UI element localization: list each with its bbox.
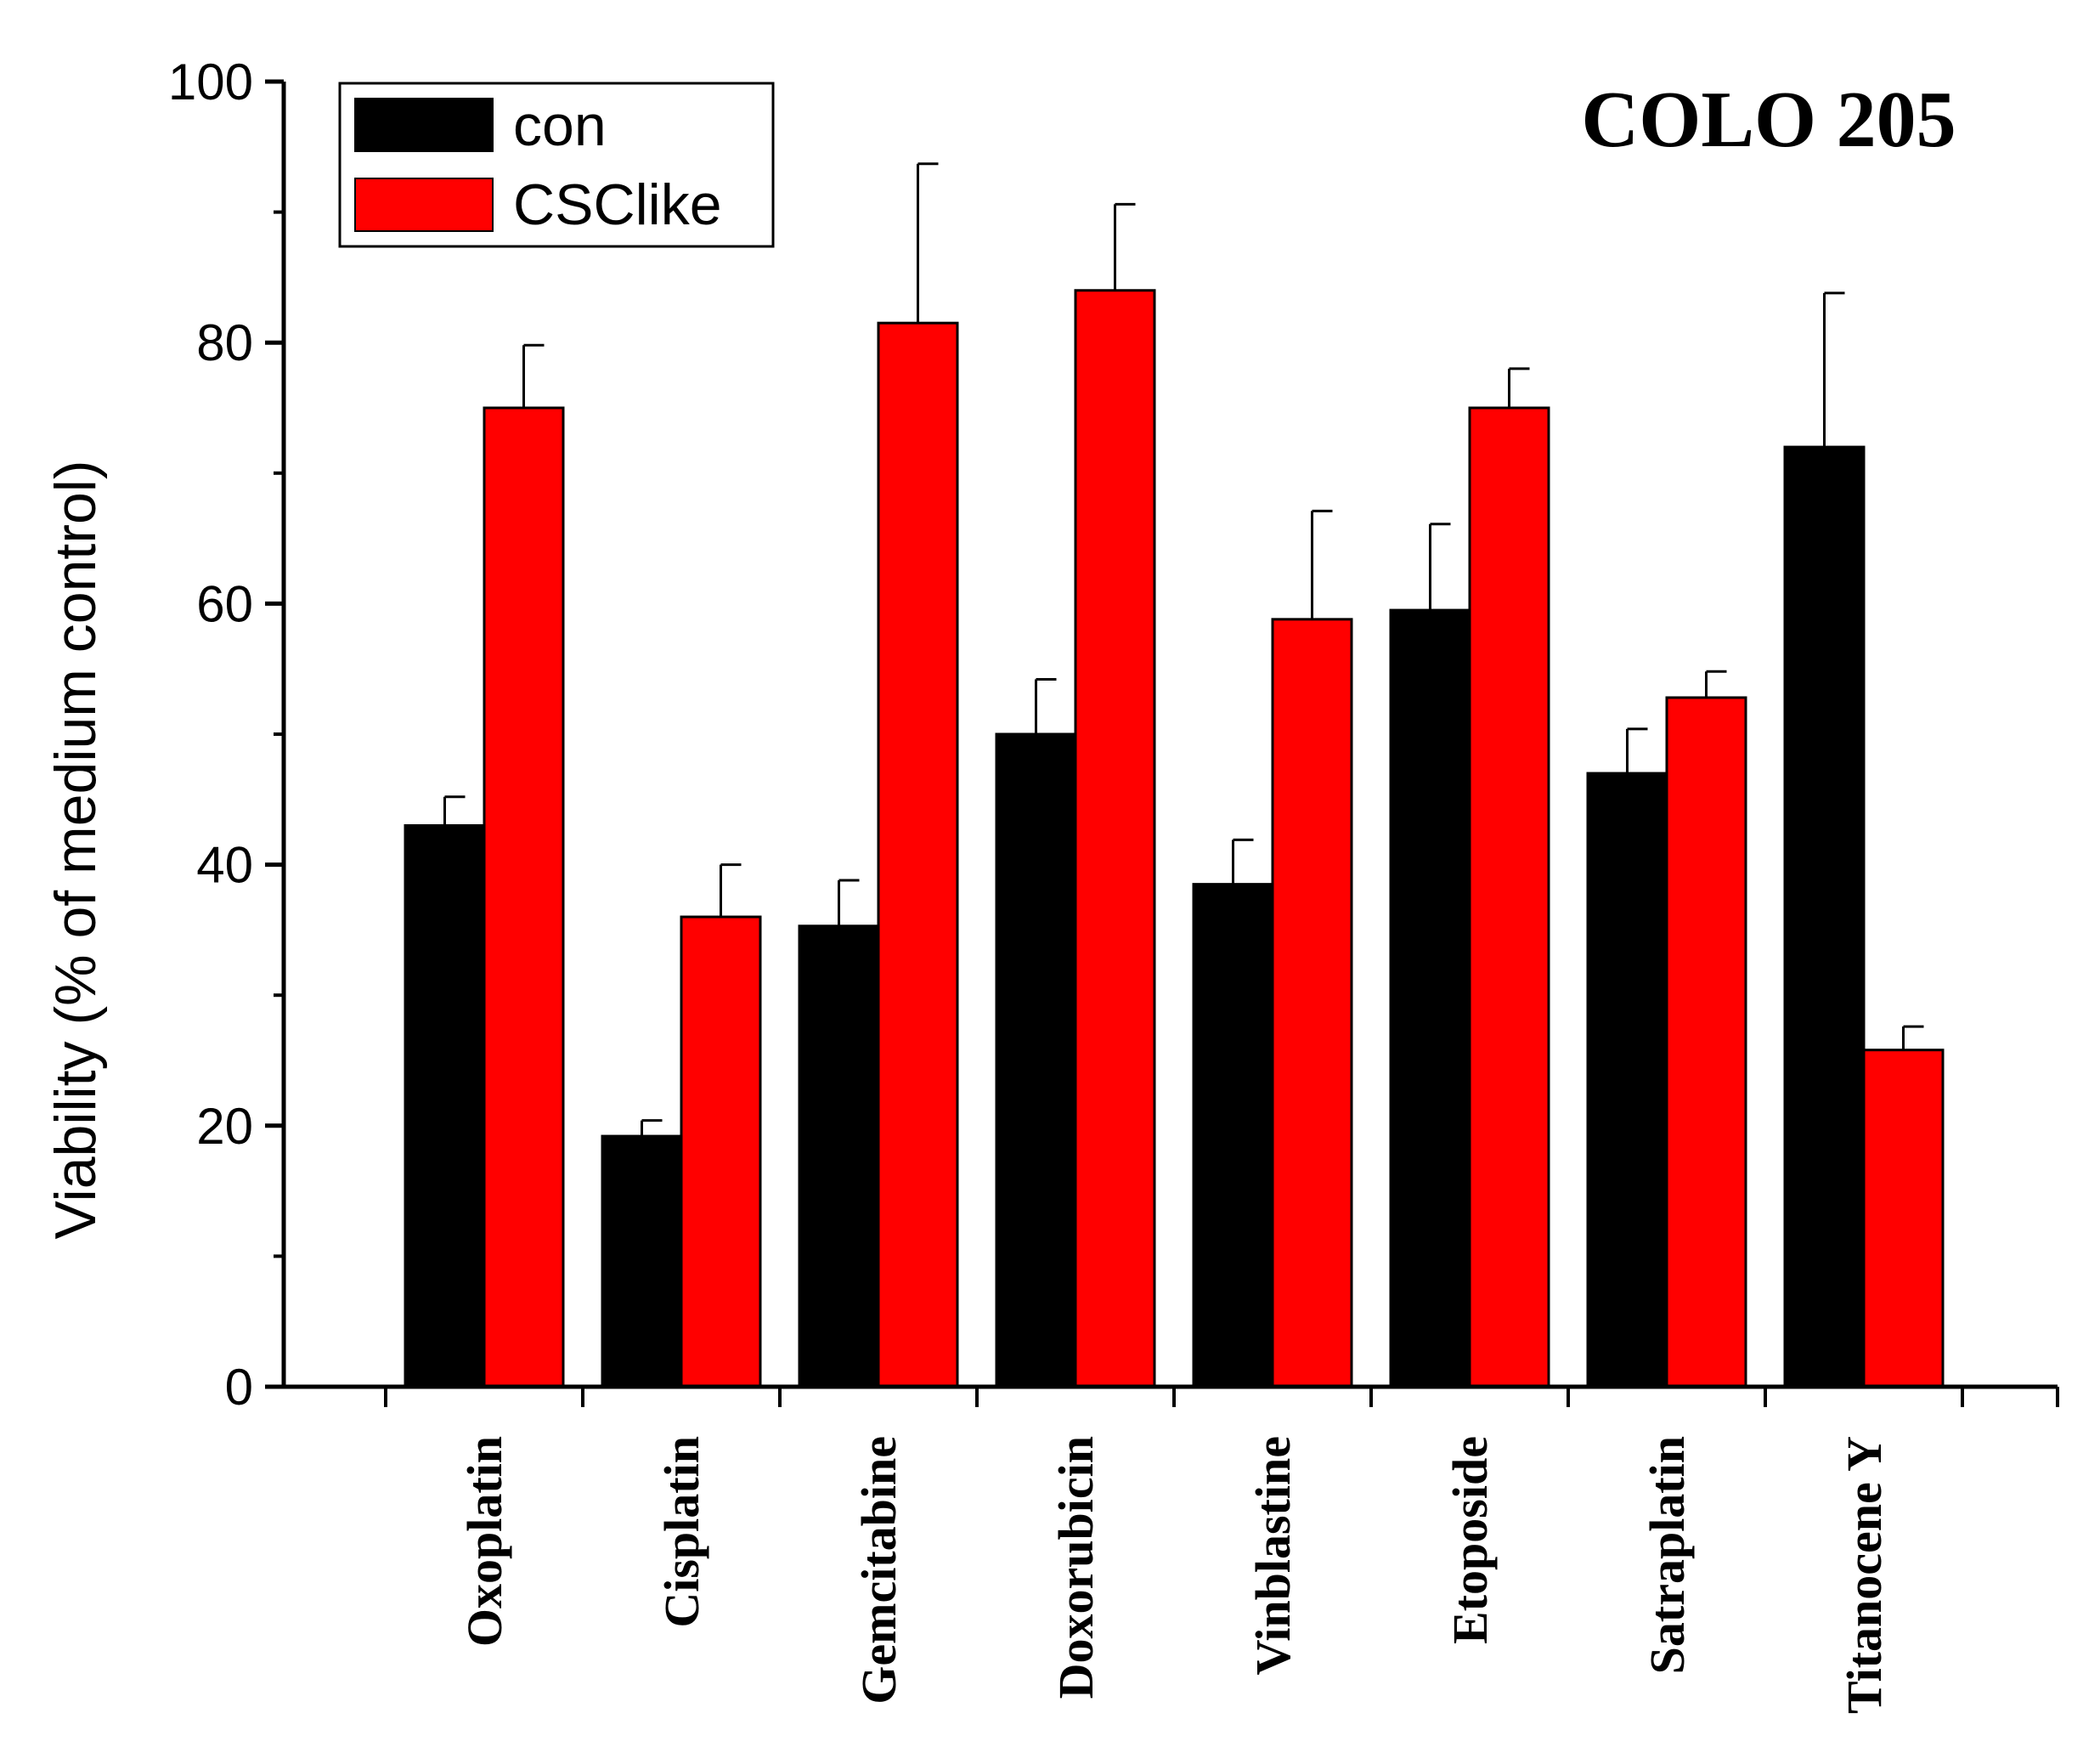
bar-con-vinblastine (1192, 883, 1274, 1388)
y-tick-label-60: 60 (196, 575, 253, 632)
chart-title: COLO 205 (1581, 76, 1956, 164)
x-category-label-satraplatin: Satraplatin (1640, 1436, 1695, 1674)
error-bar-con-vinblastine (1232, 838, 1254, 885)
axes-layer: 0 20 40 60 80 100 Oxoplatin Cisplatin Gemcitabin… (168, 54, 2059, 1714)
y-tick-label-0: 0 (225, 1359, 253, 1416)
error-bar-csclike-satraplatin (1705, 670, 1727, 698)
bar-csclike-doxorubicin (1074, 289, 1156, 1388)
y-tick-label-100: 100 (168, 54, 253, 110)
bar-csclike-cisplatin (680, 915, 762, 1388)
error-bar-con-gemcitabine (838, 879, 860, 926)
bar-csclike-satraplatin (1665, 696, 1747, 1388)
bars-layer (404, 289, 1945, 1388)
legend: con CSClike (338, 82, 775, 248)
legend-swatch-con (354, 98, 494, 152)
bar-csclike-etoposide (1468, 406, 1550, 1388)
bar-con-titanocene-y (1783, 445, 1866, 1388)
error-bar-csclike-doxorubicin (1114, 202, 1136, 291)
legend-swatch-csclike (354, 178, 494, 232)
x-category-label-titanocene-y: Titanocene Y (1837, 1436, 1892, 1714)
legend-label-csclike: CSClike (513, 172, 722, 237)
x-category-label-etoposide: Etoposide (1442, 1436, 1498, 1644)
y-tick-label-20: 20 (196, 1098, 253, 1155)
error-bar-con-cisplatin (641, 1119, 663, 1137)
y-tick-label-80: 80 (196, 314, 253, 371)
error-bar-csclike-etoposide (1508, 367, 1530, 408)
x-category-label-gemcitabine: Gemcitabine (851, 1436, 906, 1705)
bar-con-doxorubicin (995, 732, 1077, 1388)
y-axis-title: Viability (% of medium control) (43, 460, 108, 1239)
error-bar-con-satraplatin (1626, 727, 1648, 774)
error-bars-layer (443, 162, 1924, 1137)
error-bar-con-etoposide (1429, 523, 1451, 611)
error-bar-con-titanocene-y (1823, 291, 1845, 448)
error-bar-csclike-oxoplatin (522, 343, 545, 408)
bar-con-etoposide (1389, 608, 1471, 1388)
error-bar-csclike-cisplatin (720, 863, 742, 918)
x-category-label-doxorubicin: Doxorubicin (1048, 1436, 1104, 1699)
error-bar-con-doxorubicin (1035, 677, 1057, 734)
error-bar-csclike-vinblastine (1311, 509, 1333, 619)
bar-con-cisplatin (601, 1134, 683, 1388)
x-category-label-oxoplatin: Oxoplatin (457, 1436, 512, 1647)
bar-con-satraplatin (1586, 772, 1668, 1388)
error-bar-con-oxoplatin (443, 795, 466, 826)
bar-csclike-gemcitabine (877, 321, 959, 1388)
bar-csclike-titanocene-y (1862, 1049, 1945, 1388)
y-tick-label-40: 40 (196, 837, 253, 894)
x-category-label-vinblastine: Vinblastine (1245, 1436, 1301, 1675)
error-bar-csclike-titanocene-y (1902, 1025, 1924, 1050)
legend-label-con: con (513, 93, 607, 158)
bar-csclike-oxoplatin (483, 406, 565, 1388)
bar-con-gemcitabine (798, 924, 880, 1388)
x-category-label-cisplatin: Cisplatin (654, 1436, 709, 1628)
error-bar-csclike-gemcitabine (917, 162, 939, 324)
bar-csclike-vinblastine (1271, 618, 1353, 1388)
bar-con-oxoplatin (404, 824, 486, 1388)
